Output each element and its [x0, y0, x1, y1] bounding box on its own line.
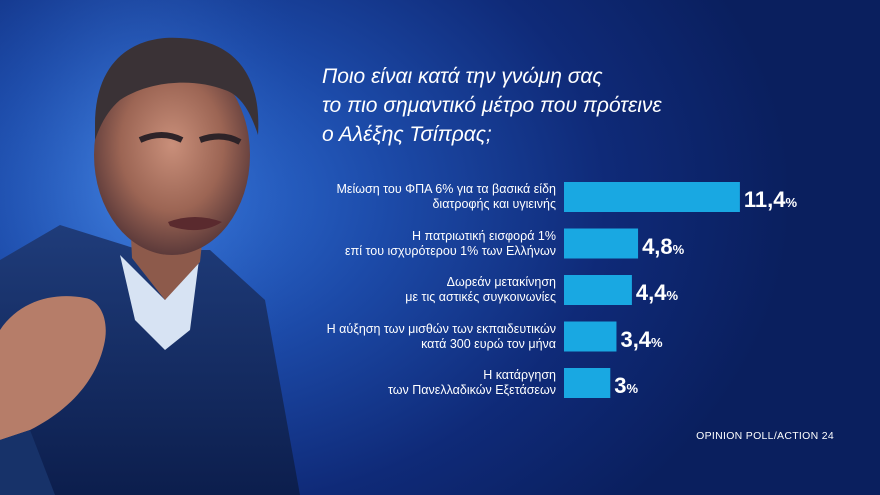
category-label-3: Δωρεάν μετακίνηση με τις αστικές συγκοινω…: [321, 275, 556, 305]
category-label-2: Η πατριωτική εισφορά 1% επί του ισχυρότερ…: [321, 229, 556, 259]
value-unit-1: %: [785, 195, 798, 210]
bar-4: [564, 321, 617, 352]
category-label-1-line-2: διατροφής και υγιεινής: [432, 197, 556, 211]
value-number-1: 11,4: [743, 187, 786, 212]
value-number-3: 4,4: [635, 280, 667, 305]
value-label-3: 4,4%: [636, 280, 678, 309]
value-number-5: 3: [614, 373, 627, 398]
value-label-5: 3%: [614, 373, 638, 402]
politician-photo: [0, 0, 310, 495]
category-label-3-line-1: Δωρεάν μετακίνηση: [446, 275, 556, 289]
category-label-4-line-1: Η αύξηση των μισθών των εκπαιδευτικών: [326, 321, 556, 336]
value-label-1: 11,4%: [744, 187, 797, 216]
value-number-2: 4,8: [642, 233, 673, 259]
poll-question-line-3: ο Αλέξης Τσίπρας;: [322, 123, 492, 146]
value-unit-5: %: [626, 381, 639, 396]
bar-1: [564, 182, 740, 212]
value-unit-3: %: [666, 288, 679, 303]
category-label-2-line-2: επί του ισχυρότερου 1% των Ελλήνων: [345, 243, 556, 258]
value-unit-4: %: [651, 334, 663, 350]
bar-2: [564, 228, 639, 259]
value-unit-2: %: [672, 241, 685, 257]
value-label-2: 4,8%: [642, 234, 684, 263]
category-label-5: Η κατάργηση των Πανελλαδικών Εξετάσεων: [321, 368, 556, 398]
bar-3: [564, 275, 632, 305]
poll-question-line-2: το πιο σημαντικό μέτρο που πρότεινε: [322, 94, 662, 117]
poll-question: Ποιο είναι κατά την γνώμη σας το πιο σημ…: [322, 62, 822, 149]
category-label-4: Η αύξηση των μισθών των εκπαιδευτικών κατ…: [321, 322, 556, 352]
source-credit: OPINION POLL/ACTION 24: [696, 430, 834, 442]
category-label-4-line-2: κατά 300 ευρώ τον μήνα: [421, 336, 556, 351]
bar-5: [564, 368, 611, 398]
category-label-2-line-1: Η πατριωτική εισφορά 1%: [412, 228, 556, 243]
category-label-5-line-2: των Πανελλαδικών Εξετάσεων: [388, 383, 556, 397]
value-number-4: 3,4: [620, 326, 652, 352]
category-label-1: Μείωση του ΦΠΑ 6% για τα βασικά είδη διατ…: [321, 182, 557, 212]
poll-question-line-1: Ποιο είναι κατά την γνώμη σας: [322, 65, 603, 88]
category-label-5-line-1: Η κατάργηση: [483, 368, 556, 382]
category-label-3-line-2: με τις αστικές συγκοινωνίες: [405, 290, 556, 304]
value-label-4: 3,4%: [620, 327, 662, 356]
category-label-1-line-1: Μείωση του ΦΠΑ 6% για τα βασικά είδη: [336, 182, 557, 196]
